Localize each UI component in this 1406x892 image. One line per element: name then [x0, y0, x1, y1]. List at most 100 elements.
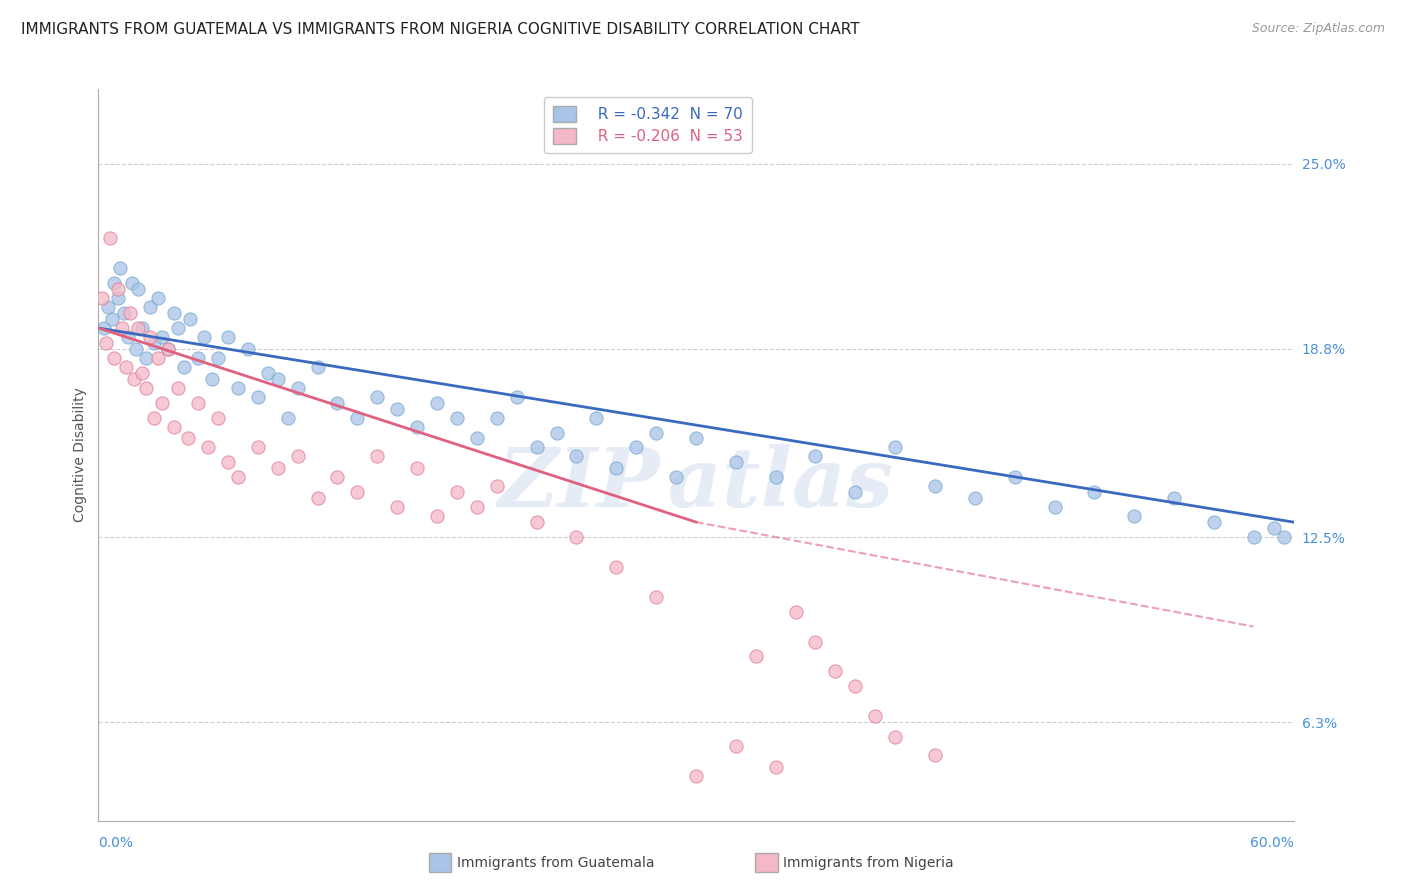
Point	[685, 769, 707, 783]
Point	[526, 441, 548, 455]
Point	[924, 479, 946, 493]
Point	[724, 739, 747, 753]
Point	[924, 747, 946, 762]
Point	[177, 432, 200, 446]
Point	[546, 425, 568, 440]
Point	[385, 500, 409, 515]
Point	[1272, 530, 1295, 544]
Point	[366, 450, 388, 464]
Point	[91, 291, 114, 305]
Point	[143, 410, 166, 425]
Point	[963, 491, 986, 506]
Point	[605, 560, 627, 574]
Point	[150, 330, 173, 344]
Point	[201, 372, 224, 386]
Text: 60.0%: 60.0%	[1250, 836, 1294, 849]
Point	[97, 300, 120, 314]
Point	[565, 530, 588, 544]
Point	[665, 470, 688, 484]
Legend:   R = -0.342  N = 70,   R = -0.206  N = 53: R = -0.342 N = 70, R = -0.206 N = 53	[544, 97, 752, 153]
Point	[1004, 470, 1026, 484]
Point	[111, 321, 134, 335]
Point	[804, 634, 827, 648]
Point	[246, 390, 269, 404]
Point	[187, 351, 209, 365]
Point	[163, 306, 186, 320]
Point	[346, 410, 368, 425]
Point	[127, 282, 149, 296]
Text: Immigrants from Nigeria: Immigrants from Nigeria	[783, 855, 953, 870]
Point	[217, 455, 239, 469]
Point	[745, 649, 768, 664]
Point	[287, 450, 309, 464]
Point	[1043, 500, 1066, 515]
Point	[217, 330, 239, 344]
Point	[865, 709, 887, 723]
Point	[226, 381, 249, 395]
Point	[426, 509, 449, 524]
Point	[157, 342, 180, 356]
Point	[103, 351, 125, 365]
Point	[143, 335, 166, 350]
Point	[167, 381, 190, 395]
Point	[626, 441, 648, 455]
Point	[1243, 530, 1265, 544]
Text: ZIP atlas: ZIP atlas	[498, 444, 894, 524]
Point	[824, 665, 846, 679]
Point	[121, 277, 143, 291]
Point	[446, 410, 468, 425]
Point	[148, 351, 170, 365]
Point	[256, 366, 278, 380]
Point	[267, 372, 290, 386]
Point	[98, 231, 122, 245]
Point	[107, 282, 129, 296]
Point	[884, 730, 907, 744]
Point	[139, 330, 162, 344]
Point	[785, 605, 807, 619]
Point	[406, 461, 429, 475]
Point	[246, 441, 269, 455]
Point	[226, 470, 249, 484]
Point	[526, 515, 548, 529]
Point	[485, 410, 508, 425]
Point	[179, 312, 201, 326]
Point	[193, 330, 215, 344]
Point	[645, 590, 668, 604]
Point	[685, 432, 707, 446]
Point	[173, 359, 195, 374]
Point	[844, 485, 866, 500]
Text: 0.0%: 0.0%	[98, 836, 134, 849]
Point	[107, 291, 129, 305]
Point	[385, 401, 409, 416]
Point	[96, 335, 118, 350]
Point	[724, 455, 747, 469]
Point	[124, 372, 146, 386]
Point	[366, 390, 388, 404]
Point	[1083, 485, 1105, 500]
Point	[135, 351, 157, 365]
Point	[93, 321, 115, 335]
Point	[117, 330, 139, 344]
Point	[287, 381, 309, 395]
Point	[120, 306, 142, 320]
Point	[446, 485, 468, 500]
Point	[135, 381, 157, 395]
Point	[465, 500, 488, 515]
Point	[131, 321, 153, 335]
Point	[163, 419, 186, 434]
Point	[187, 395, 209, 409]
Point	[326, 395, 349, 409]
Point	[307, 359, 329, 374]
Point	[110, 261, 132, 276]
Point	[207, 410, 229, 425]
Point	[426, 395, 449, 409]
Point	[307, 491, 329, 506]
Point	[485, 479, 508, 493]
Point	[150, 395, 173, 409]
Point	[565, 450, 588, 464]
Point	[157, 342, 180, 356]
Point	[115, 359, 138, 374]
Point	[1123, 509, 1146, 524]
Point	[267, 461, 290, 475]
Point	[585, 410, 607, 425]
